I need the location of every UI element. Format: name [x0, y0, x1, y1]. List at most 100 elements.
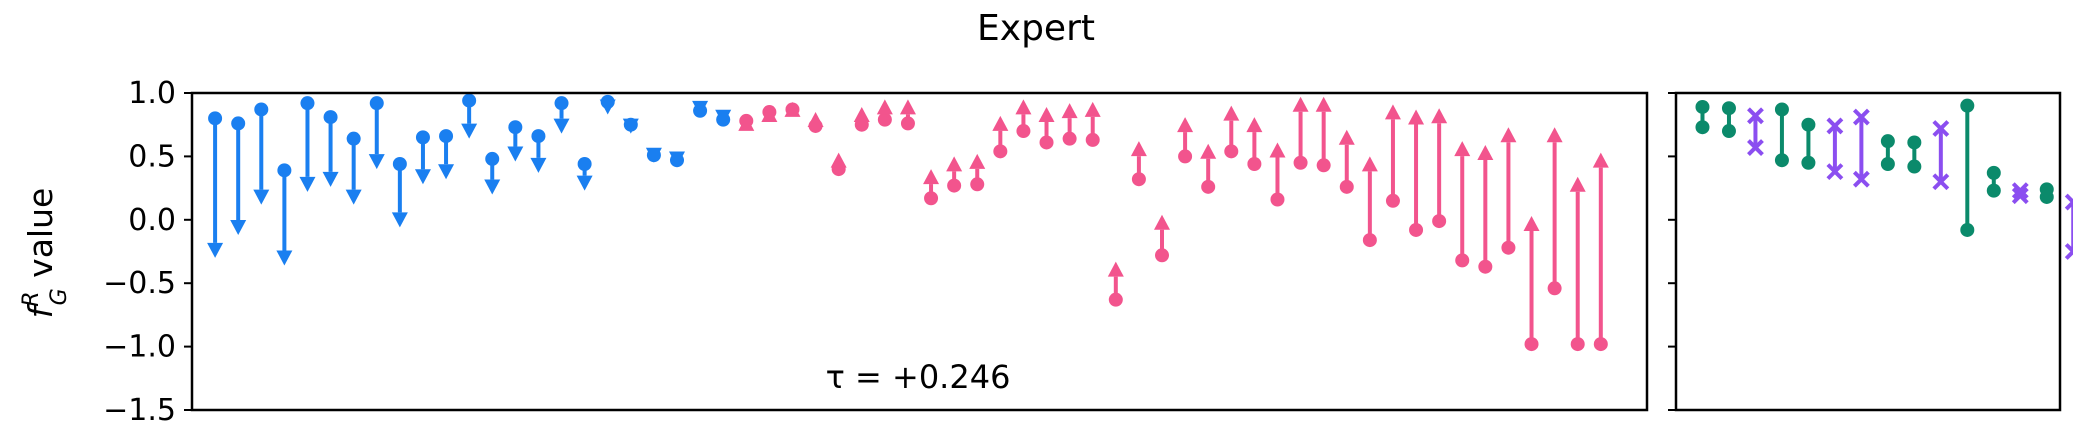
purple-end-x	[1852, 170, 1870, 188]
decrease-start-dot	[554, 96, 569, 111]
green-start-dot	[1774, 102, 1789, 117]
increase-pair	[807, 112, 824, 133]
increase-start-dot	[1524, 337, 1539, 352]
increase-pair	[946, 156, 963, 193]
increase-arrowhead	[1477, 144, 1494, 160]
green-pair	[1774, 102, 1789, 168]
increase-pair	[899, 99, 916, 131]
increase-start-dot	[1478, 259, 1493, 274]
decrease-pair	[391, 157, 408, 228]
increase-arrowhead	[1431, 108, 1448, 124]
increase-arrowhead	[1269, 142, 1286, 158]
y-axis-label: fR G value	[19, 188, 72, 319]
decrease-arrowhead	[576, 175, 593, 191]
purple-pair	[2064, 193, 2073, 260]
decrease-start-dot	[531, 129, 546, 144]
increase-arrowhead	[946, 156, 963, 172]
decrease-pair	[461, 93, 478, 139]
decrease-start-dot	[577, 157, 592, 172]
green-start-dot	[1986, 165, 2001, 180]
decrease-arrowhead	[645, 147, 662, 163]
decrease-start-dot	[254, 102, 269, 117]
decrease-pair	[622, 117, 639, 134]
increase-start-dot	[1085, 132, 1100, 147]
increase-arrowhead	[784, 101, 801, 117]
purple-start-x	[1747, 107, 1764, 125]
increase-start-dot	[1201, 179, 1216, 194]
decrease-pair	[299, 96, 316, 192]
decrease-pair	[276, 163, 293, 266]
green-pair	[1801, 117, 1816, 170]
decrease-arrowhead	[230, 220, 247, 236]
increase-pair	[738, 113, 755, 131]
purple-end-x	[1826, 163, 1844, 181]
increase-pair	[1084, 101, 1101, 147]
decrease-arrowhead	[207, 242, 224, 258]
increase-pair	[1015, 99, 1032, 139]
decrease-arrowhead	[461, 123, 478, 139]
increase-start-dot	[900, 116, 915, 131]
decrease-pair	[345, 131, 362, 205]
increase-arrowhead	[969, 153, 986, 169]
increase-start-dot	[1593, 337, 1608, 352]
green-end-dot	[2039, 189, 2054, 204]
decrease-pair	[322, 110, 339, 187]
increase-start-dot	[1339, 179, 1354, 194]
increase-start-dot	[1131, 172, 1146, 187]
green-end-dot	[1801, 155, 1816, 170]
green-end-dot	[1721, 124, 1736, 139]
increase-start-dot	[1316, 158, 1331, 173]
increase-pair	[1477, 144, 1494, 274]
y-tick-label: −1.0	[103, 330, 176, 365]
green-pair	[1986, 165, 2001, 198]
decrease-arrowhead	[368, 154, 385, 170]
increase-pair	[1107, 261, 1124, 307]
decrease-pair	[715, 109, 732, 127]
increase-start-dot	[1247, 157, 1262, 172]
increase-pair	[1223, 105, 1240, 159]
increase-arrowhead	[1084, 101, 1101, 117]
increase-start-dot	[1016, 124, 1031, 139]
decrease-pair	[692, 100, 709, 118]
increase-start-dot	[970, 177, 985, 192]
increase-pair	[761, 105, 778, 122]
increase-start-dot	[993, 144, 1008, 159]
increase-arrowhead	[992, 115, 1009, 131]
purple-pair	[1826, 117, 1844, 181]
increase-arrowhead	[761, 106, 778, 122]
increase-arrowhead	[1107, 261, 1124, 277]
increase-start-dot	[1178, 149, 1193, 164]
purple-pair	[1852, 108, 1870, 188]
increase-arrowhead	[1338, 129, 1355, 145]
decrease-arrowhead	[692, 100, 709, 116]
increase-pair	[1038, 106, 1055, 150]
main-panel: τ = +0.246	[190, 91, 1649, 412]
increase-arrowhead	[1592, 152, 1609, 168]
increase-arrowhead	[1361, 156, 1378, 172]
increase-start-dot	[1409, 222, 1424, 237]
increase-pair	[1061, 103, 1078, 146]
increase-start-dot	[1155, 248, 1169, 263]
purple-pair	[1747, 107, 1764, 156]
green-end-dot	[1986, 183, 2001, 198]
decrease-start-dot	[231, 116, 246, 131]
increase-arrowhead	[853, 106, 870, 122]
decrease-start-dot	[415, 130, 430, 145]
increase-arrowhead	[807, 112, 824, 128]
purple-end-x	[2011, 187, 2029, 205]
green-pair	[1907, 135, 1922, 174]
increase-pair	[1523, 215, 1540, 352]
green-start-dot	[1695, 99, 1710, 114]
increase-pair	[1246, 117, 1263, 172]
green-pair	[2039, 182, 2054, 204]
purple-end-x	[1747, 139, 1764, 156]
decrease-arrowhead	[299, 176, 316, 192]
increase-arrowhead	[1454, 141, 1471, 157]
y-tick-label: 0.0	[128, 203, 176, 238]
green-end-dot	[1907, 159, 1922, 174]
increase-arrowhead	[1384, 104, 1401, 120]
increase-start-dot	[1062, 131, 1077, 146]
increase-arrowhead	[1200, 143, 1217, 159]
decrease-arrowhead	[322, 171, 339, 187]
decrease-arrowhead	[391, 212, 408, 228]
